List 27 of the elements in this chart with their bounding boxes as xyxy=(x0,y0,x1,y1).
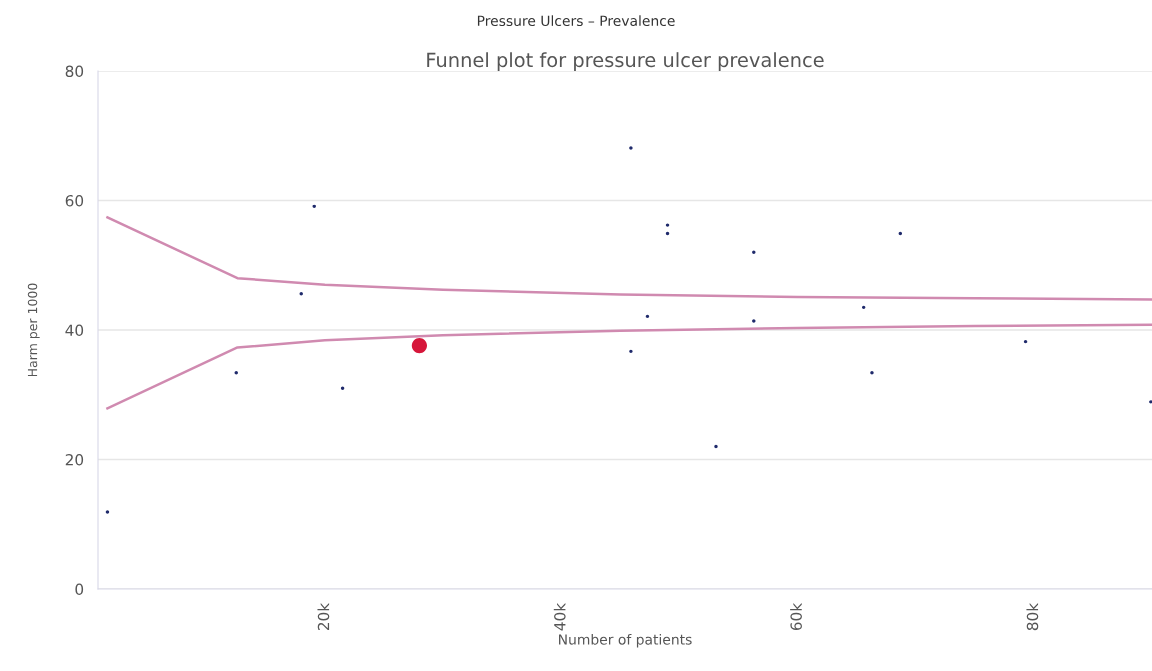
y-tick-label: 20 xyxy=(65,453,84,466)
point xyxy=(1023,339,1028,344)
point xyxy=(340,386,345,390)
y-tick-label: 0 xyxy=(75,583,84,596)
point xyxy=(870,371,874,375)
y-tick-label: 40 xyxy=(65,324,84,337)
point xyxy=(645,314,650,319)
point xyxy=(898,231,903,236)
x-tick-label: 20k xyxy=(317,602,330,631)
point xyxy=(629,349,633,354)
chart-subtitle: Funnel plot for pressure ulcer prevalence xyxy=(427,52,824,71)
y-tick-label: 80 xyxy=(65,65,84,78)
point xyxy=(665,231,670,236)
point xyxy=(411,337,428,354)
y-axis-title: Harm per 1000 xyxy=(27,283,40,377)
chart-title: Pressure Ulcers – Prevalence xyxy=(477,15,675,27)
x-axis-title: Number of patients xyxy=(559,633,692,648)
point xyxy=(629,146,633,150)
line-series xyxy=(106,323,1152,410)
line-series xyxy=(106,216,1152,301)
point xyxy=(1149,400,1152,404)
point xyxy=(752,319,756,323)
x-tick-label: 60k xyxy=(790,602,802,631)
point xyxy=(861,305,866,310)
x-tick-label: 80k xyxy=(1026,602,1039,631)
y-tick-label: 60 xyxy=(65,194,84,207)
x-tick-label: 40k xyxy=(553,602,566,631)
